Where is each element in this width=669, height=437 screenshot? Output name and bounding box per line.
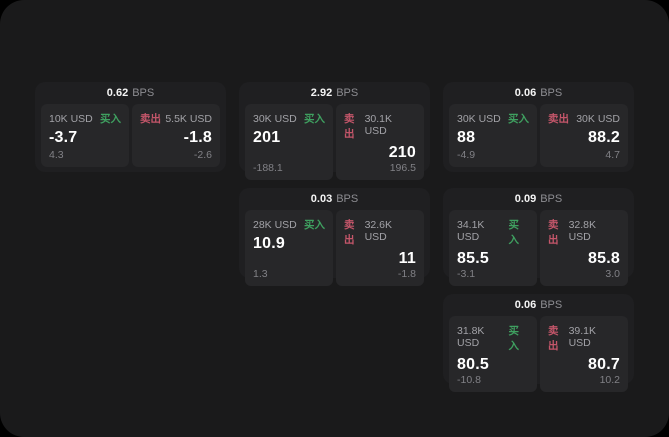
buy-panel[interactable]: 10K USD 买入 -3.7 4.3: [41, 104, 129, 167]
buy-panel[interactable]: 30K USD 买入 201 -188.1: [245, 104, 333, 180]
sell-price: -1.8: [183, 129, 212, 146]
sell-sub-value: -1.8: [397, 268, 416, 280]
buy-price: 80.5: [457, 356, 489, 373]
buy-sub-value: 4.3: [49, 149, 64, 161]
buy-label: 买入: [508, 325, 519, 352]
sell-price: 85.8: [588, 250, 620, 267]
sell-sub-value: 196.5: [389, 162, 416, 174]
sell-sub-value: 3.0: [605, 268, 620, 280]
buy-sub-value: 1.3: [253, 268, 268, 280]
buy-label: 买入: [100, 113, 121, 125]
bps-value: 0.06: [514, 87, 537, 99]
card-header: 0.06 BPS: [449, 82, 628, 104]
bps-unit-label: BPS: [132, 87, 155, 99]
buy-sub-value: -188.1: [253, 162, 283, 174]
buy-panel[interactable]: 31.8K USD 买入 80.5 -10.8: [449, 316, 537, 392]
buy-price: 88: [457, 129, 476, 146]
sell-sub-value: 4.7: [605, 149, 620, 161]
quote-card: 0.09 BPS 34.1K USD 买入 85.5 -3.1 卖出 32.8K …: [443, 188, 634, 286]
sell-amount: 32.8K USD: [568, 219, 597, 243]
card-header: 0.06 BPS: [449, 294, 628, 316]
sell-label: 卖出: [548, 325, 559, 352]
buy-price: 10.9: [253, 235, 285, 252]
buy-price: 85.5: [457, 250, 489, 267]
sell-label: 卖出: [548, 219, 559, 246]
buy-panel[interactable]: 30K USD 买入 88 -4.9: [449, 104, 537, 167]
sell-price: 80.7: [588, 356, 620, 373]
sell-price: 88.2: [588, 129, 620, 146]
buy-label: 买入: [508, 219, 519, 246]
bps-unit-label: BPS: [540, 87, 563, 99]
buy-label: 买入: [508, 113, 529, 125]
buy-price: 201: [253, 129, 281, 146]
sell-sub-value: -2.6: [193, 149, 212, 161]
sell-panel[interactable]: 卖出 32.8K USD 85.8 3.0: [540, 210, 628, 286]
sell-amount: 30K USD: [576, 113, 620, 125]
sell-amount: 5.5K USD: [165, 113, 212, 125]
sell-label: 卖出: [344, 219, 355, 246]
sell-panel[interactable]: 卖出 39.1K USD 80.7 10.2: [540, 316, 628, 392]
sell-amount: 30.1K USD: [364, 113, 393, 137]
bps-unit-label: BPS: [336, 193, 359, 205]
bps-value: 0.09: [514, 193, 537, 205]
sell-label: 卖出: [140, 113, 161, 125]
quote-card: 0.62 BPS 10K USD 买入 -3.7 4.3 卖出 5.5K USD: [35, 82, 226, 172]
card-header: 0.09 BPS: [449, 188, 628, 210]
buy-price: -3.7: [49, 129, 78, 146]
quote-card: 0.06 BPS 31.8K USD 买入 80.5 -10.8 卖出 39.1K…: [443, 294, 634, 392]
buy-sub-value: -10.8: [457, 374, 481, 386]
sell-amount: 39.1K USD: [568, 325, 597, 349]
sell-panel[interactable]: 卖出 30K USD 88.2 4.7: [540, 104, 628, 167]
buy-amount: 30K USD: [253, 113, 297, 125]
buy-panel[interactable]: 34.1K USD 买入 85.5 -3.1: [449, 210, 537, 286]
sell-price: 210: [388, 144, 416, 161]
buy-label: 买入: [304, 219, 325, 231]
buy-label: 买入: [304, 113, 325, 125]
sell-label: 卖出: [344, 113, 355, 140]
quote-card: 0.06 BPS 30K USD 买入 88 -4.9 卖出 30K USD: [443, 82, 634, 172]
sell-amount: 32.6K USD: [364, 219, 393, 243]
sell-label: 卖出: [548, 113, 569, 125]
card-header: 2.92 BPS: [245, 82, 424, 104]
sell-panel[interactable]: 卖出 5.5K USD -1.8 -2.6: [132, 104, 220, 167]
bps-unit-label: BPS: [336, 87, 359, 99]
card-header: 0.03 BPS: [245, 188, 424, 210]
buy-sub-value: -4.9: [457, 149, 476, 161]
buy-amount: 30K USD: [457, 113, 501, 125]
buy-amount: 31.8K USD: [457, 325, 485, 349]
card-header: 0.62 BPS: [41, 82, 220, 104]
buy-amount: 34.1K USD: [457, 219, 485, 243]
bps-value: 0.06: [514, 299, 537, 311]
buy-amount: 10K USD: [49, 113, 93, 125]
buy-sub-value: -3.1: [457, 268, 476, 280]
buy-amount: 28K USD: [253, 219, 297, 231]
bps-unit-label: BPS: [540, 193, 563, 205]
bps-unit-label: BPS: [540, 299, 563, 311]
quote-grid: 0.62 BPS 10K USD 买入 -3.7 4.3 卖出 5.5K USD: [35, 82, 634, 392]
sell-panel[interactable]: 卖出 30.1K USD 210 196.5: [336, 104, 424, 180]
bps-value: 0.62: [106, 87, 129, 99]
sell-panel[interactable]: 卖出 32.6K USD 11 -1.8: [336, 210, 424, 286]
quote-card: 2.92 BPS 30K USD 买入 201 -188.1 卖出 30.1K U…: [239, 82, 430, 180]
quote-card: 0.03 BPS 28K USD 买入 10.9 1.3 卖出 32.6K USD: [239, 188, 430, 286]
sell-sub-value: 10.2: [599, 374, 620, 386]
bps-value: 0.03: [310, 193, 333, 205]
sell-price: 11: [398, 250, 416, 267]
bps-value: 2.92: [310, 87, 333, 99]
buy-panel[interactable]: 28K USD 买入 10.9 1.3: [245, 210, 333, 286]
